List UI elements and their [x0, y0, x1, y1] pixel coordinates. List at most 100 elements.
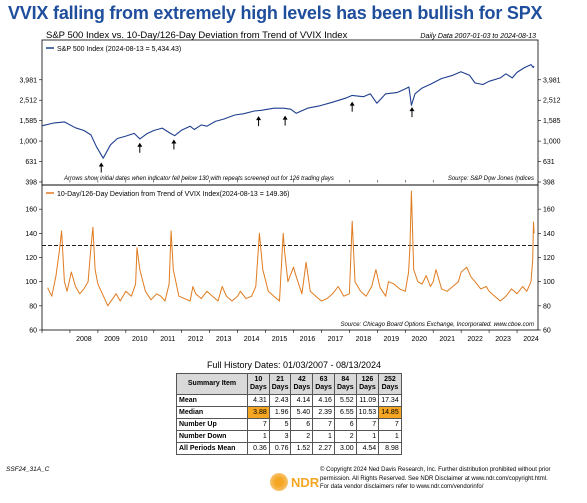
x-tick-label: 2013 [216, 336, 232, 343]
stats-row-label: All Periods Mean [176, 442, 248, 455]
buy-signal-arrow [256, 116, 262, 127]
stats-cell: 2.39 [312, 406, 335, 419]
table-row: Mean 4.31 2.43 4.14 4.16 5.52 11.09 17.34 [176, 394, 402, 407]
buy-signal-arrow [349, 101, 355, 112]
table-row: Number Down 1 3 2 1 2 1 1 [176, 430, 402, 443]
stats-column-header: 10 Days [247, 373, 270, 395]
stats-cell: 2 [290, 430, 314, 443]
ndr-logo-icon [270, 473, 288, 491]
buy-signal-arrow [98, 162, 104, 173]
stats-row-label: Number Down [176, 430, 248, 443]
stats-cell: 3 [268, 430, 292, 443]
x-tick-label: 2008 [76, 336, 92, 343]
y-tick-label: 3,981 [19, 77, 37, 84]
y-tick-label: 140 [543, 231, 555, 238]
footer-code: SSF24_31A_C [6, 466, 50, 473]
stats-cell: 6 [290, 418, 314, 431]
stats-cell: 6.55 [333, 406, 357, 419]
stats-column-header: 84 Days [333, 373, 357, 395]
spx-source: Source: S&P Dow Jones Indices [448, 176, 534, 182]
x-tick-label: 2014 [244, 336, 260, 343]
stats-cell: 0.76 [268, 442, 292, 455]
copyright-line: For data vendor disclaimers refer to www… [320, 484, 484, 490]
stats-column-unit: Days [293, 384, 311, 391]
stats-cell: 4.54 [355, 442, 380, 455]
stats-column-unit: Days [359, 384, 376, 391]
y-tick-label: 100 [25, 279, 37, 286]
y-tick-label: 1,585 [19, 118, 37, 125]
stats-column-header: 126 Days [355, 373, 380, 395]
stats-cell: 1 [312, 430, 335, 443]
stats-cell: 2 [333, 430, 357, 443]
chart-title: S&P 500 Index vs. 10-Day/126-Day Deviati… [46, 30, 348, 41]
stats-column-period: 21 [276, 376, 284, 383]
y-tick-label: 1,000 [19, 139, 37, 146]
stats-cell: 17.34 [378, 394, 402, 407]
stats-title: Full History Dates: 01/03/2007 - 08/13/2… [206, 360, 382, 370]
y-tick-label: 398 [543, 180, 555, 187]
buy-signal-arrow [171, 139, 177, 150]
stats-cell: 14.85 [378, 406, 402, 419]
y-tick-label: 120 [25, 255, 37, 262]
stats-column-period: 252 [384, 376, 396, 383]
x-tick-label: 2018 [356, 336, 372, 343]
ndr-brand: NDR [291, 474, 320, 490]
stats-cell: 7 [312, 418, 335, 431]
x-tick-label: 2019 [384, 336, 400, 343]
buy-signal-arrow [409, 107, 415, 118]
stats-cell: 7 [378, 418, 402, 431]
stats-cell: 5 [268, 418, 292, 431]
spx-legend: S&P 500 Index (2024-08-13 = 5,434.43) [46, 46, 181, 53]
x-tick-label: 2022 [467, 336, 483, 343]
y-tick-label: 1,000 [543, 139, 561, 146]
stats-table: Summary Item 10 Days 21 Days 42 Days 63 Days 84 D… [176, 373, 402, 455]
lower-panel-frame [41, 184, 539, 331]
chart-area: S&P 500 Index vs. 10-Day/126-Day Deviati… [19, 30, 561, 343]
x-tick-label: 2017 [328, 336, 344, 343]
stats-row-label: Mean [176, 394, 248, 407]
stats-column-unit: Days [271, 384, 289, 391]
copyright-line: permission. All Rights Reserved. See NDR… [320, 475, 548, 482]
stats-column-period: 126 [361, 376, 374, 383]
stats-column-header: 21 Days [268, 373, 292, 395]
vvix-legend: 10-Day/126-Day Deviation from Trend of V… [46, 191, 290, 198]
stats-cell: 2.27 [312, 442, 335, 455]
x-tick-label: 2010 [132, 336, 148, 343]
stats-column-unit: Days [336, 384, 354, 391]
x-tick-label: 2024 [523, 336, 539, 343]
stats-column-unit: Days [250, 384, 267, 391]
stats-cell: 8.98 [378, 442, 402, 455]
y-tick-label: 2,512 [19, 98, 37, 105]
arrow-note: Arrows show initial dates when indicator… [63, 176, 334, 182]
spx-series-line [41, 64, 535, 159]
spx-legend-label: S&P 500 Index (2024-08-13 = 5,434.43) [57, 46, 181, 53]
stats-column-period: 84 [341, 376, 350, 383]
y-tick-label: 140 [25, 231, 37, 238]
stats-cell: 7 [355, 418, 380, 431]
y-tick-label: 160 [25, 207, 37, 214]
stats-cell: 0.36 [247, 442, 270, 455]
stats-row-label: Median [176, 406, 248, 419]
x-tick-label: 2021 [439, 336, 455, 343]
y-tick-label: 1,585 [543, 118, 561, 125]
headline: VVIX falling from extremely high levels … [8, 3, 543, 23]
y-tick-label: 631 [25, 159, 37, 166]
x-tick-label: 2020 [411, 336, 427, 343]
y-tick-label: 160 [543, 207, 555, 214]
stats-cell: 5.52 [333, 394, 357, 407]
y-tick-label: 631 [543, 159, 555, 166]
stats-column-header: 63 Days [312, 373, 335, 395]
y-tick-label: 60 [543, 328, 551, 335]
y-tick-label: 60 [29, 328, 37, 335]
stats-cell: 2.43 [268, 394, 292, 407]
stats-cell: 7 [247, 418, 270, 431]
y-tick-label: 100 [543, 279, 555, 286]
stats-row-label: Number Up [176, 418, 248, 431]
stats-cell: 1 [247, 430, 270, 443]
x-tick-label: 2012 [188, 336, 204, 343]
stats-cell: 1 [355, 430, 380, 443]
y-tick-label: 3,981 [543, 77, 561, 84]
copyright-line: © Copyright 2024 Ned Davis Research, Inc… [320, 467, 551, 473]
stats-cell: 3.00 [333, 442, 357, 455]
stats-column-header: 42 Days [290, 373, 314, 395]
